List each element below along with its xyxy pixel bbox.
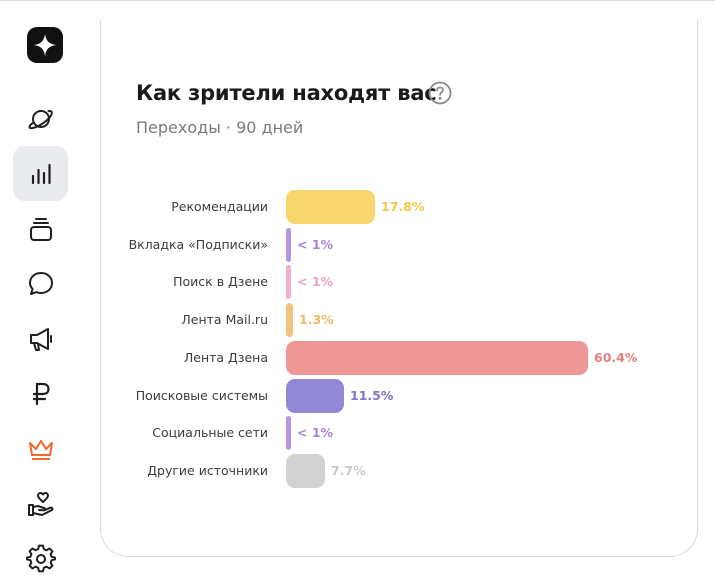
bar-label: Поисковые системы (135, 387, 268, 403)
hand-heart-icon (27, 491, 53, 516)
bar[interactable] (286, 227, 291, 262)
top-divider (0, 0, 715, 1)
ruble-icon (32, 382, 50, 405)
sidebar-item-donations[interactable] (13, 476, 68, 531)
gear-icon (25, 544, 56, 572)
bar-value-label: 7.7% (331, 462, 366, 478)
bar[interactable] (286, 378, 344, 413)
sidebar-item-comments[interactable] (13, 256, 68, 311)
card-title: Как зрители находят вас (136, 81, 437, 105)
logo-star-icon[interactable] (27, 27, 63, 63)
megaphone-icon (29, 327, 52, 351)
stack-icon (29, 217, 52, 241)
bar-label: Рекомендации (171, 199, 268, 214)
chat-bubble-icon (28, 271, 53, 295)
bar-label: Поиск в Дзене (173, 274, 268, 290)
sidebar-item-monetization[interactable] (13, 366, 68, 421)
sidebar-item-statistics[interactable] (13, 146, 68, 201)
bar[interactable] (286, 340, 588, 375)
sidebar-item-promotion[interactable] (13, 311, 68, 366)
bar-value-label: 11.5% (350, 387, 394, 403)
bar-value-label: < 1% (297, 274, 334, 290)
help-icon[interactable] (428, 81, 452, 105)
sidebar-item-premium[interactable] (13, 421, 68, 476)
sidebar-item-planet[interactable] (13, 91, 68, 146)
bar-value-label: < 1% (297, 425, 334, 441)
bar-label: Вкладка «Подписки» (128, 236, 268, 252)
bar[interactable] (286, 190, 375, 224)
sidebar-item-settings[interactable] (13, 531, 68, 586)
planet-icon (28, 109, 53, 129)
bar-label: Лента Mail.ru (181, 312, 268, 328)
sidebar (0, 0, 80, 572)
bar[interactable] (286, 416, 291, 451)
bar-label: Социальные сети (152, 425, 268, 441)
traffic-sources-card (100, 20, 698, 557)
bar-value-label: 1.3% (299, 312, 334, 328)
bar-value-label: 60.4% (594, 349, 638, 365)
bar[interactable] (286, 265, 291, 300)
bar-label: Другие источники (147, 462, 268, 478)
bar-chart-icon (31, 163, 51, 184)
bar-label: Лента Дзена (183, 349, 268, 365)
card-subtitle: Переходы · 90 дней (136, 118, 304, 137)
sidebar-item-publications[interactable] (13, 201, 68, 256)
bar[interactable] (286, 303, 293, 338)
crown-icon (28, 439, 53, 460)
bar-value-label: 17.8% (381, 199, 425, 214)
bar-value-label: < 1% (297, 236, 334, 252)
bar[interactable] (286, 453, 325, 488)
